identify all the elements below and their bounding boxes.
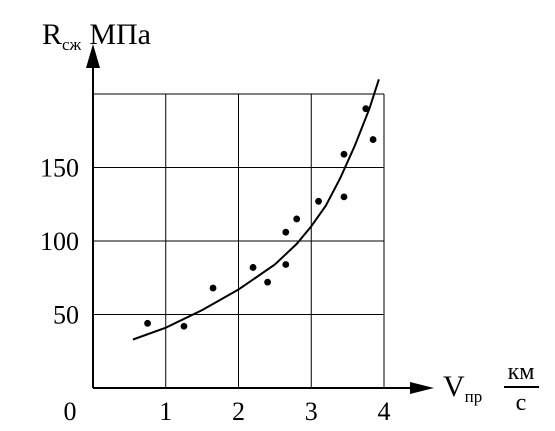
tick-labels: 1 2 3 4 50 100 150	[40, 154, 391, 427]
data-point-9	[315, 197, 322, 205]
x-tick-label-4: 4	[378, 397, 391, 426]
origin-label: 0	[64, 397, 77, 426]
x-axis-unit-denominator: с	[516, 390, 527, 416]
x-tick-label-3: 3	[305, 397, 318, 426]
data-point-12	[362, 105, 370, 113]
data-point-8	[293, 215, 301, 223]
x-tick-label-1: 1	[159, 397, 172, 426]
data-point-13	[369, 136, 377, 143]
x-tick-label-2: 2	[232, 397, 245, 426]
x-axis-unit-numerator: км	[508, 359, 535, 385]
trend-curve-group	[132, 78, 380, 341]
x-axis-arrow	[410, 382, 434, 394]
y-tick-label-50: 50	[53, 301, 79, 330]
y-axis-label: Rсж МПа	[42, 18, 151, 54]
data-point-10	[340, 150, 348, 158]
y-axis-arrow	[86, 44, 100, 68]
data-point-6	[282, 261, 290, 268]
x-axis-label: Vпр	[443, 370, 482, 406]
data-point-5	[264, 278, 271, 286]
grid-lines	[93, 93, 385, 388]
data-point-11	[340, 193, 348, 201]
data-point-1	[144, 319, 151, 327]
data-point-3	[209, 284, 217, 292]
data-point-4	[249, 264, 257, 271]
axes	[86, 44, 434, 394]
data-point-2	[180, 322, 188, 330]
y-tick-label-100: 100	[40, 227, 79, 256]
data-point-7	[282, 228, 290, 236]
data-points	[144, 105, 377, 330]
trend-curve	[132, 78, 380, 341]
y-tick-label-150: 150	[40, 154, 79, 183]
